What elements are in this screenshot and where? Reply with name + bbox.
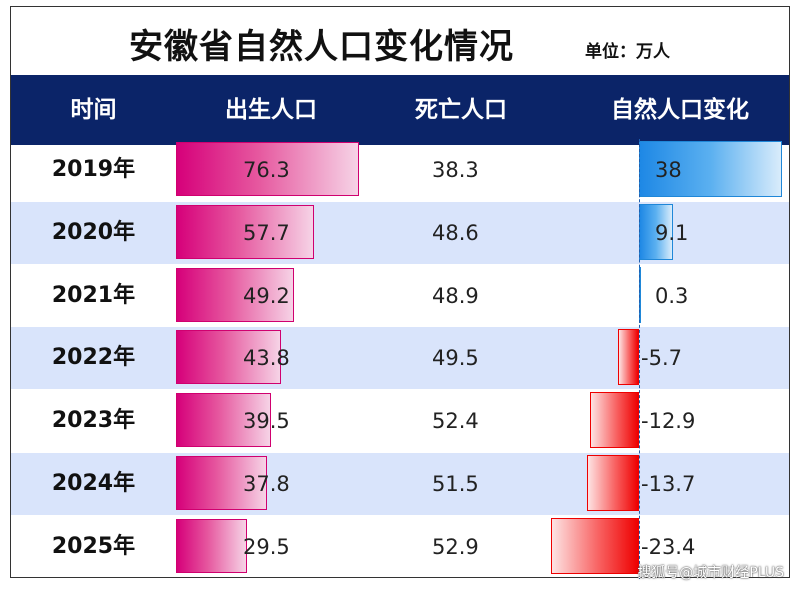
births-bar	[176, 518, 247, 573]
deaths-value: 52.4	[432, 409, 479, 434]
year-label: 2021年	[51, 282, 136, 308]
year-label: 2020年	[51, 219, 136, 245]
births-bar	[176, 330, 282, 385]
births-value: 49.2	[243, 283, 290, 308]
header-births: 出生人口	[225, 97, 317, 123]
natural-change-value: 0.3	[655, 283, 689, 308]
table-header: 时间 出生人口 死亡人口 自然人口变化	[11, 75, 789, 145]
year-label: 2025年	[51, 533, 136, 559]
natural-change-value: -12.9	[641, 409, 696, 434]
births-bar	[176, 456, 267, 510]
births-value: 57.7	[243, 220, 290, 245]
births-value: 76.3	[243, 158, 290, 182]
header-time: 时间	[70, 97, 117, 123]
natural-change-value: -23.4	[641, 534, 696, 559]
births-bar	[176, 204, 315, 259]
table-row: 2024年 37.8 51.5 -13.7	[11, 453, 789, 515]
table-row: 2023年 39.5 52.4 -12.9	[11, 390, 789, 452]
births-bar	[176, 142, 359, 196]
natural-change-bar-negative	[617, 329, 639, 386]
title-row: 安徽省自然人口变化情况 单位：万人	[11, 7, 789, 75]
deaths-value: 48.9	[432, 283, 479, 308]
births-bar	[176, 393, 271, 448]
table-row: 2025年 29.5 52.9 -23.4	[11, 516, 789, 578]
natural-change-bar-negative	[587, 455, 639, 511]
year-label: 2024年	[51, 471, 136, 496]
natural-change-bar-negative	[590, 392, 639, 449]
deaths-value: 51.5	[432, 472, 479, 496]
deaths-value: 49.5	[432, 346, 479, 371]
natural-change-value: -5.7	[641, 346, 682, 371]
natural-change-value: 38	[655, 158, 682, 182]
chart-frame: 安徽省自然人口变化情况 单位：万人 时间 出生人口 死亡人口 自然人口变化 20…	[10, 6, 790, 579]
year-label: 2019年	[51, 157, 136, 182]
births-value: 29.5	[243, 534, 290, 559]
year-label: 2023年	[51, 408, 136, 434]
chart-title: 安徽省自然人口变化情况	[129, 27, 514, 67]
deaths-value: 38.3	[432, 158, 479, 182]
table-row: 2019年 76.3 38.3 38	[11, 139, 789, 201]
births-bar	[176, 267, 294, 322]
births-value: 43.8	[243, 346, 290, 371]
table-row: 2020年 57.7 48.6 9.1	[11, 201, 789, 264]
zero-axis-line	[639, 139, 640, 579]
births-value: 37.8	[243, 472, 290, 496]
deaths-value: 48.6	[432, 220, 479, 245]
table-row: 2021年 49.2 48.9 0.3	[11, 265, 789, 327]
header-deaths: 死亡人口	[415, 97, 507, 123]
unit-label: 单位：万人	[585, 42, 670, 62]
watermark: 搜狐号@城市财经PLUS	[637, 565, 784, 581]
natural-change-value: 9.1	[655, 220, 689, 245]
header-natural-change: 自然人口变化	[611, 97, 749, 123]
births-value: 39.5	[243, 409, 290, 434]
deaths-value: 52.9	[432, 534, 479, 559]
year-label: 2022年	[51, 345, 136, 371]
natural-change-value: -13.7	[641, 472, 696, 496]
natural-change-bar-negative	[550, 517, 639, 574]
table-row: 2022年 43.8 49.5 -5.7	[11, 327, 789, 390]
